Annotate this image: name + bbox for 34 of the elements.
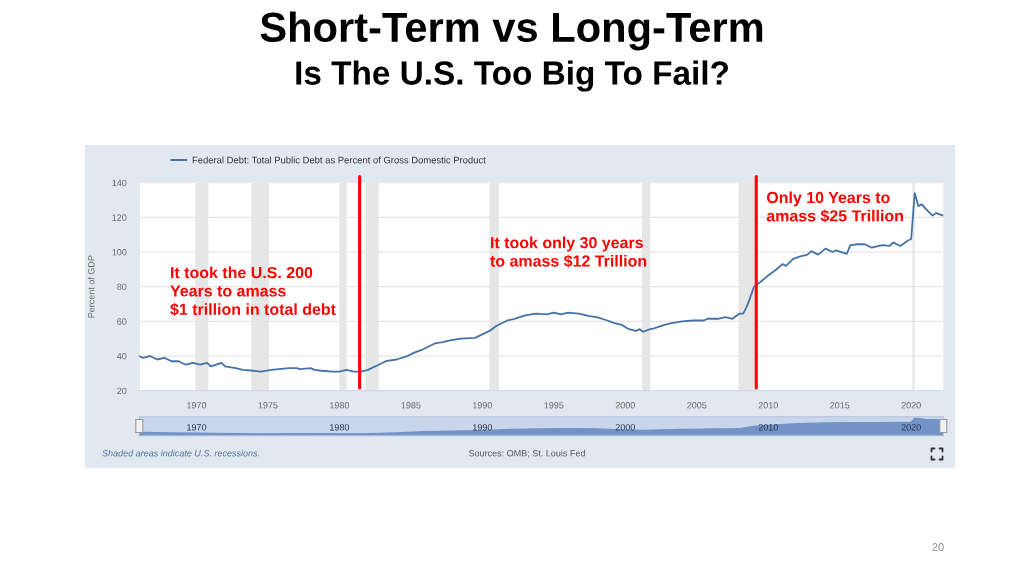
x-tick-label: 1985 bbox=[401, 402, 421, 409]
y-tick-label: 120 bbox=[112, 214, 127, 221]
x-tick-label: 1990 bbox=[473, 424, 493, 431]
x-tick-label: 2010 bbox=[758, 424, 778, 431]
chart-subtitle: Is The U.S. Too Big To Fail? bbox=[296, 60, 729, 92]
x-tick-label: 2000 bbox=[615, 424, 635, 431]
y-tick-label: 100 bbox=[112, 249, 127, 256]
x-tick-label: 1970 bbox=[187, 424, 207, 431]
text: Shaded areas indicate U.S. recessions. bbox=[102, 449, 259, 457]
x-tick-label: 1980 bbox=[330, 402, 350, 409]
x-tick-label: 2010 bbox=[758, 402, 778, 409]
y-tick-label: 80 bbox=[117, 283, 127, 291]
x-tick-label: 2000 bbox=[615, 402, 635, 409]
y-tick-label: 40 bbox=[116, 353, 127, 360]
x-tick-label: 1975 bbox=[258, 402, 278, 409]
x-tick-label: 1990 bbox=[473, 402, 493, 409]
x-tick-label: 2020 bbox=[901, 424, 921, 431]
source-note: Sources: OMB; St. Louis Fed bbox=[468, 449, 585, 458]
chart-title: Short-Term vs Long-Term bbox=[260, 11, 763, 51]
annotation: It took the U.S. 200 Years to amass $1 trillion in total debt bbox=[170, 266, 336, 317]
y-tick-label: 20 bbox=[117, 387, 127, 395]
y-axis-title: Percent of GDP bbox=[87, 255, 95, 318]
x-tick-label: 2020 bbox=[901, 402, 921, 409]
legend-label: Federal Debt: Total Public Debt as Percent of Gross Domestic Product bbox=[192, 156, 486, 164]
y-tick-label: 60 bbox=[117, 318, 127, 325]
annotation: It took only 30 years to amass $12 Trillion bbox=[490, 236, 647, 268]
text: 20 bbox=[932, 543, 944, 551]
x-tick-label: 1970 bbox=[187, 402, 207, 409]
x-tick-label: 2005 bbox=[687, 402, 707, 409]
x-tick-label: 1980 bbox=[330, 424, 350, 431]
x-tick-label: 2015 bbox=[830, 402, 850, 409]
y-tick-label: 140 bbox=[112, 179, 127, 187]
x-tick-label: 1995 bbox=[544, 402, 564, 409]
annotation: Only 10 Years to amass $25 Trillion bbox=[766, 191, 903, 223]
